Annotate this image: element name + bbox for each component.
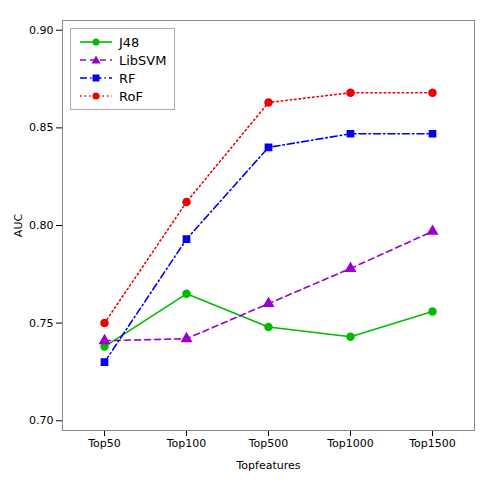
html-text:LibSVM: LibSVM [119, 52, 167, 68]
html-text:J48: J48 [119, 34, 140, 50]
svg-text:Top500: Top500 [248, 437, 289, 450]
svg-text:AUC: AUC [12, 214, 25, 238]
svg-text:Top50: Top50 [87, 437, 121, 450]
svg-text:0.85: 0.85 [29, 121, 54, 134]
svg-text:Topfeatures: Topfeatures [235, 459, 300, 472]
html-text:RoF: RoF [119, 88, 143, 104]
svg-text:0.70: 0.70 [29, 414, 54, 427]
svg-text:0.80: 0.80 [29, 219, 54, 232]
svg-text:Top1000: Top1000 [326, 437, 374, 450]
html-text:RF: RF [119, 70, 136, 86]
svg-text:Top100: Top100 [166, 437, 207, 450]
svg-text:0.75: 0.75 [29, 317, 54, 330]
svg-text:Top1500: Top1500 [408, 437, 456, 450]
svg-text:0.90: 0.90 [29, 24, 54, 37]
